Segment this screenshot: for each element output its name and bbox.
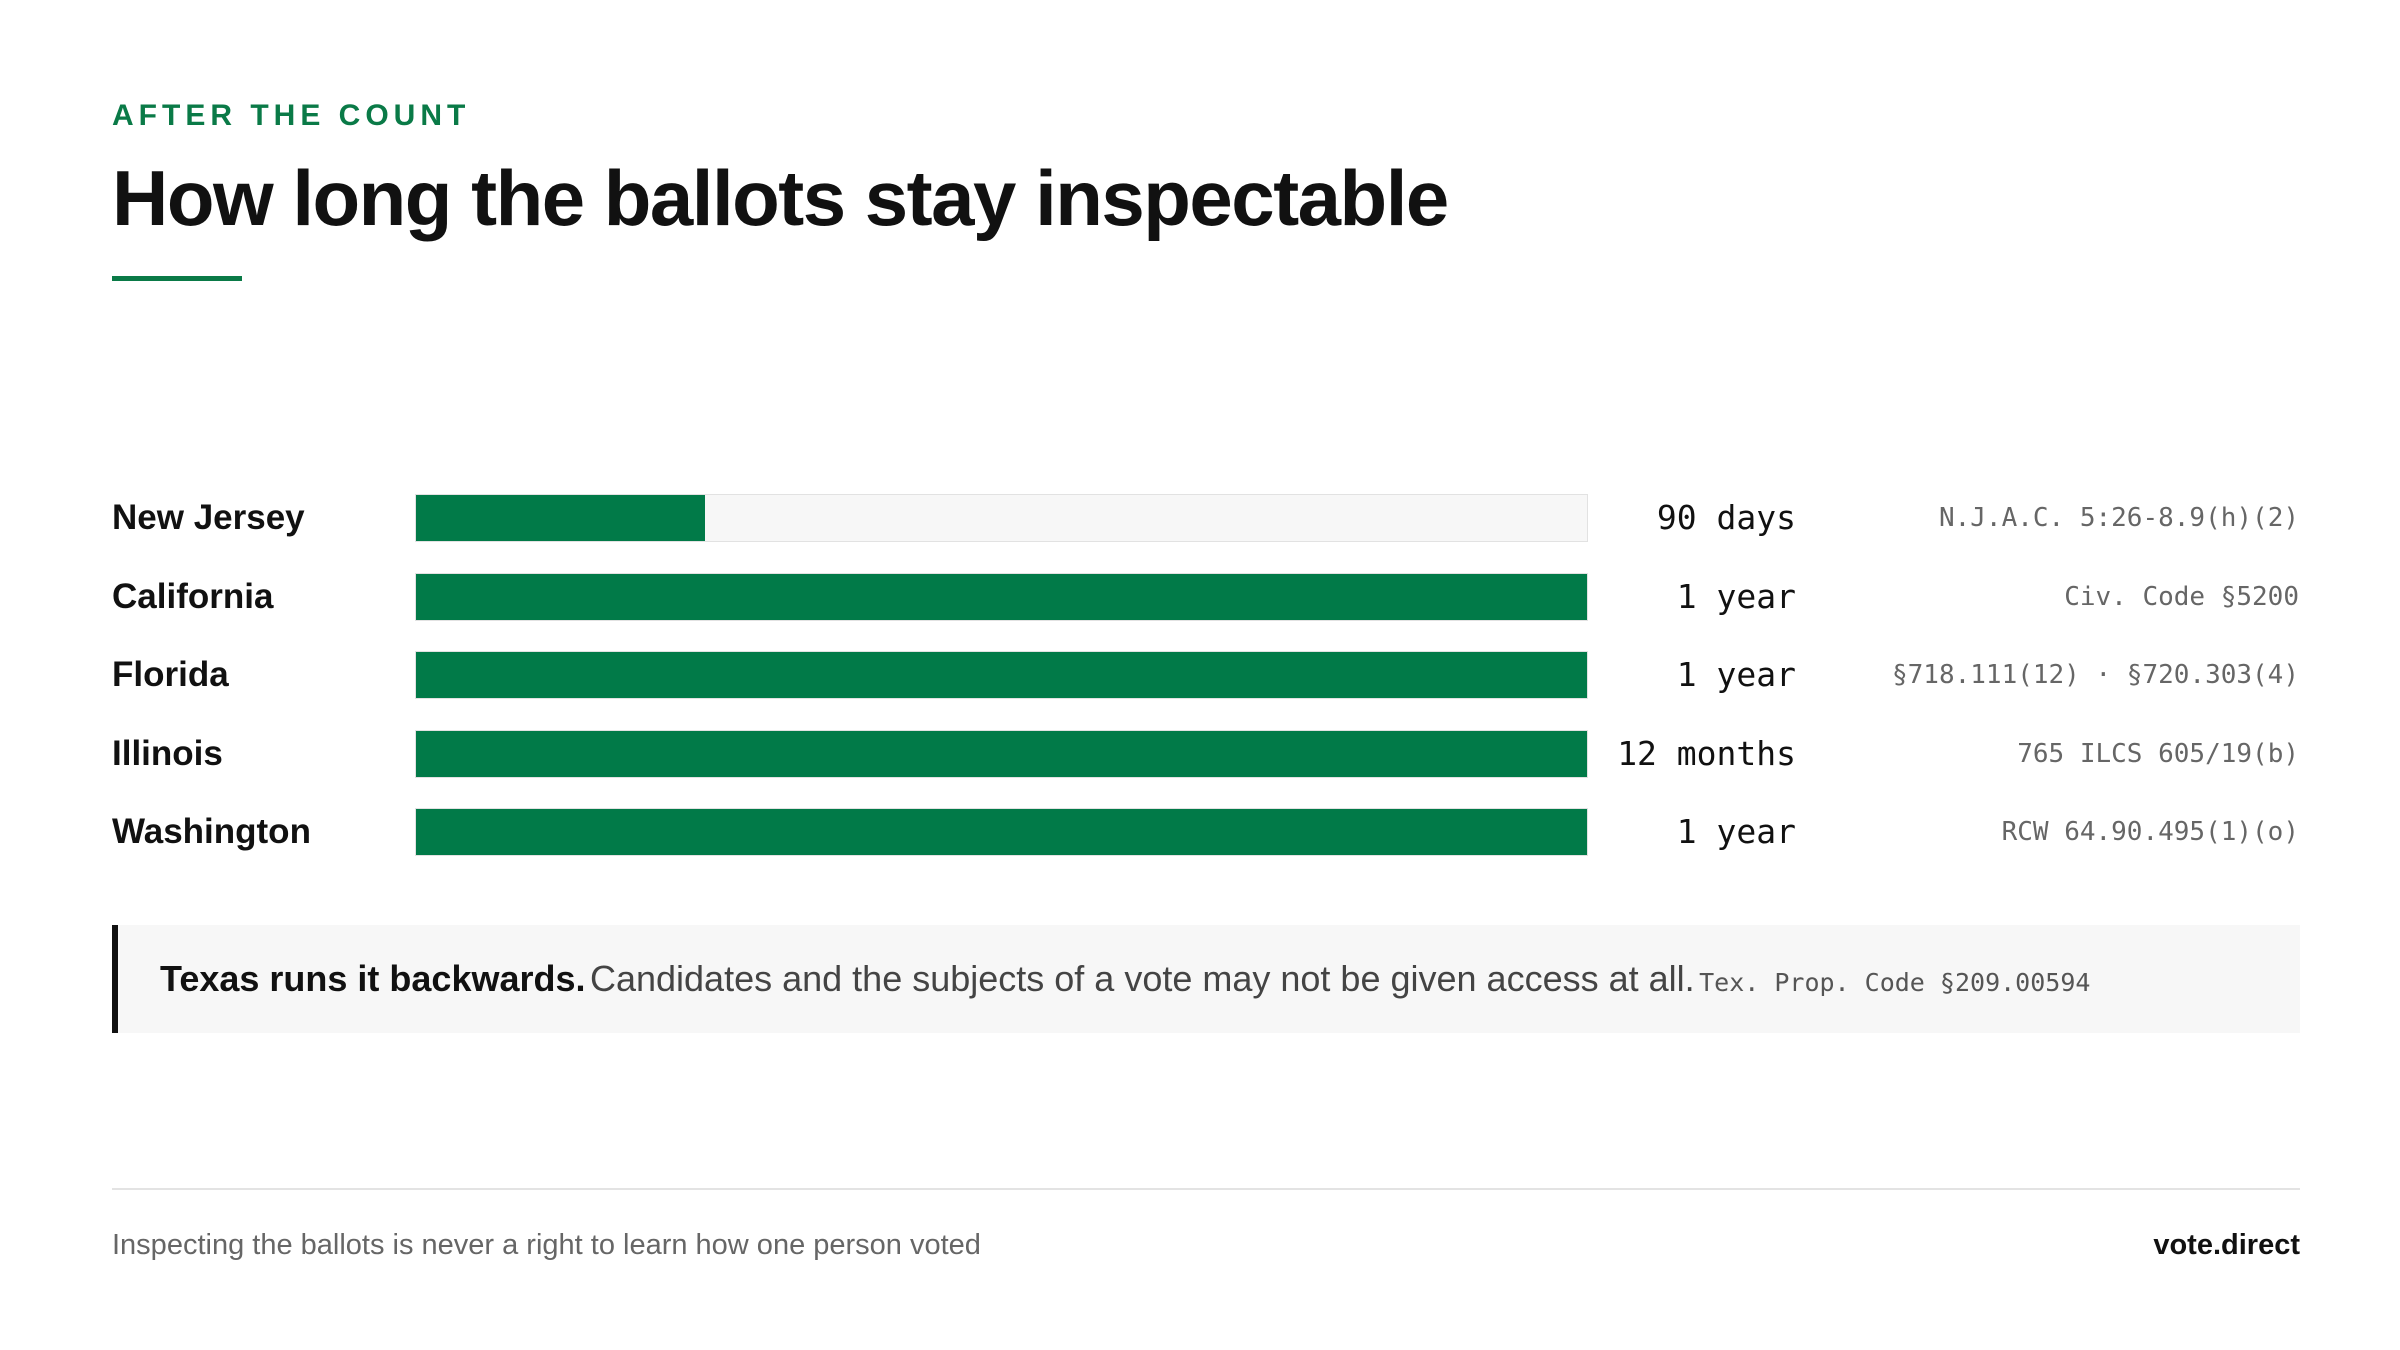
bar-category-label: Florida <box>112 655 229 694</box>
bar-row-california: California 1 year Civ. Code §5200 <box>0 571 2400 623</box>
bar-track <box>415 494 1588 542</box>
bar-category-label: Illinois <box>112 733 223 773</box>
bar-citation: N.J.A.C. 5:26-8.9(h)(2) <box>1938 503 2299 533</box>
callout-body: Candidates and the subjects of a vote ma… <box>589 958 1695 999</box>
bar-category-label: New Jersey <box>112 498 305 537</box>
bar-track <box>415 651 1588 699</box>
eyebrow-label: AFTER THE COUNT <box>112 99 471 132</box>
footer-brand: vote.direct <box>2153 1229 2300 1261</box>
bar-row-illinois: Illinois 12 months 765 ILCS 605/19(b) <box>0 728 2400 780</box>
bar-citation: 765 ILCS 605/19(b) <box>2017 738 2299 769</box>
bar-citation: §718.111(12) · §720.303(4) <box>1892 660 2299 690</box>
bar-illinois <box>416 730 1587 777</box>
bar-row-florida: Florida 1 year §718.111(12) · §720.303(4) <box>0 649 2400 701</box>
title-underline <box>112 276 242 281</box>
bar-washington <box>416 809 1587 855</box>
bar-track <box>415 729 1588 778</box>
bar-category-label: California <box>112 576 274 616</box>
bar-track <box>415 808 1588 856</box>
bar-value-label: 90 days <box>1656 498 1796 537</box>
bar-citation: Civ. Code §5200 <box>2064 581 2299 612</box>
callout-text: Texas runs it backwards. Candidates and … <box>160 925 2090 1033</box>
bar-category-label: Washington <box>112 812 311 851</box>
bar-track <box>415 572 1588 621</box>
footer-note: Inspecting the ballots is never a right … <box>112 1229 981 1261</box>
bar-value-label: 1 year <box>1676 655 1796 694</box>
bar-new-jersey <box>416 495 705 541</box>
page-title: How long the ballots stay inspectable <box>112 154 1449 242</box>
bar-value-label: 12 months <box>1617 733 1796 773</box>
bar-value-label: 1 year <box>1676 576 1796 616</box>
bar-citation: RCW 64.90.495(1)(o) <box>2001 817 2299 847</box>
texas-callout: Texas runs it backwards. Candidates and … <box>112 925 2300 1033</box>
bar-value-label: 1 year <box>1676 812 1796 851</box>
callout-citation: Tex. Prop. Code §209.00594 <box>1699 968 2091 997</box>
bar-row-new-jersey: New Jersey 90 days N.J.A.C. 5:26-8.9(h)(2) <box>0 492 2400 544</box>
bar-florida <box>416 652 1587 698</box>
bar-row-washington: Washington 1 year RCW 64.90.495(1)(o) <box>0 806 2400 858</box>
bar-california <box>416 573 1587 620</box>
footer-divider <box>112 1188 2300 1190</box>
callout-lead: Texas runs it backwards. <box>160 958 586 999</box>
